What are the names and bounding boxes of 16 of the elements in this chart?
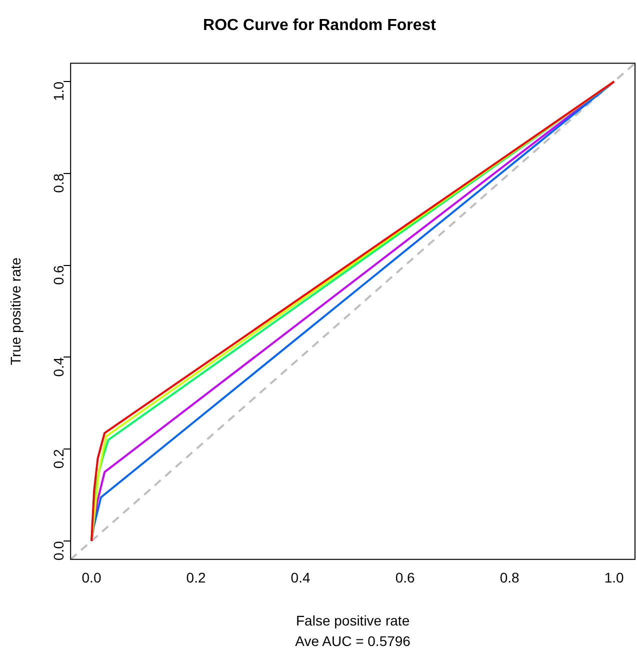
x-tick-label: 0.4 (290, 570, 310, 586)
y-axis-title: True positive rate (7, 257, 24, 366)
x-tick-label: 0.8 (500, 570, 520, 586)
y-tick-label: 0.8 (50, 173, 66, 193)
x-tick-label: 0.0 (82, 570, 102, 586)
y-tick-label: 0.0 (50, 540, 66, 560)
x-axis-title: False positive rate (296, 612, 410, 628)
y-tick-label: 0.2 (50, 448, 66, 469)
x-tick-label: 0.6 (395, 570, 415, 586)
y-tick-label: 0.6 (50, 265, 66, 285)
x-tick-label: 1.0 (604, 570, 624, 586)
y-tick-label: 1.0 (50, 81, 66, 102)
text: Ave AUC = 0.5796 (295, 633, 411, 649)
y-tick-label: 0.4 (50, 357, 66, 377)
chart-title: ROC Curve for Random Forest (203, 17, 437, 34)
x-tick-label: 0.2 (186, 570, 206, 586)
